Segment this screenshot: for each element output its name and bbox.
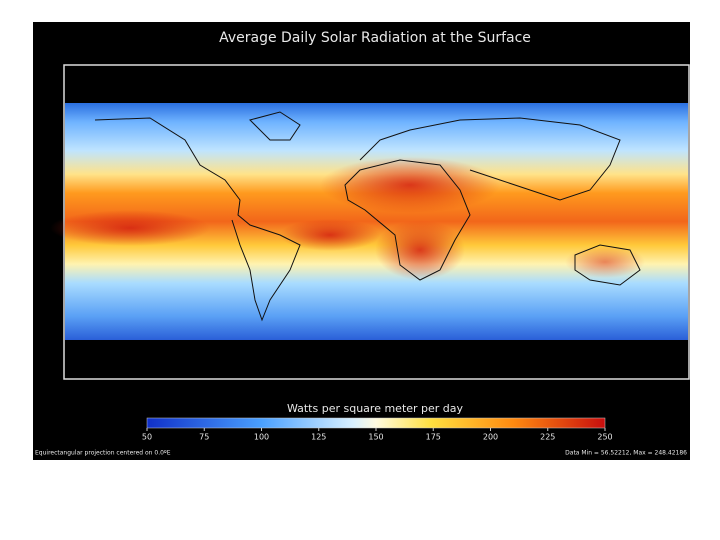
colorbar: [146, 417, 606, 429]
colorbar-tick-label: 200: [483, 433, 498, 442]
colorbar-tick-label: 75: [199, 433, 209, 442]
colorbar-tick-label: 125: [311, 433, 326, 442]
map-title: Average Daily Solar Radiation at the Sur…: [219, 30, 531, 46]
colorbar-tick-label: 250: [597, 433, 612, 442]
colorbar-tick-label: 150: [368, 433, 383, 442]
data-range-note: Data Min = 56.52212, Max = 248.42186: [565, 450, 687, 457]
colorbar-tick-label: 100: [254, 433, 269, 442]
colorbar-tick-label: 50: [142, 433, 152, 442]
colorbar-ticks: 50 75 100 125 150 175 200 225 250: [142, 428, 613, 442]
colorbar-tick-label: 225: [540, 433, 555, 442]
coastlines: [94, 111, 641, 322]
colorbar-label: Watts per square meter per day: [287, 402, 464, 415]
colorbar-tick-label: 175: [426, 433, 441, 442]
projection-note: Equirectangular projection centered on 0…: [35, 450, 171, 457]
